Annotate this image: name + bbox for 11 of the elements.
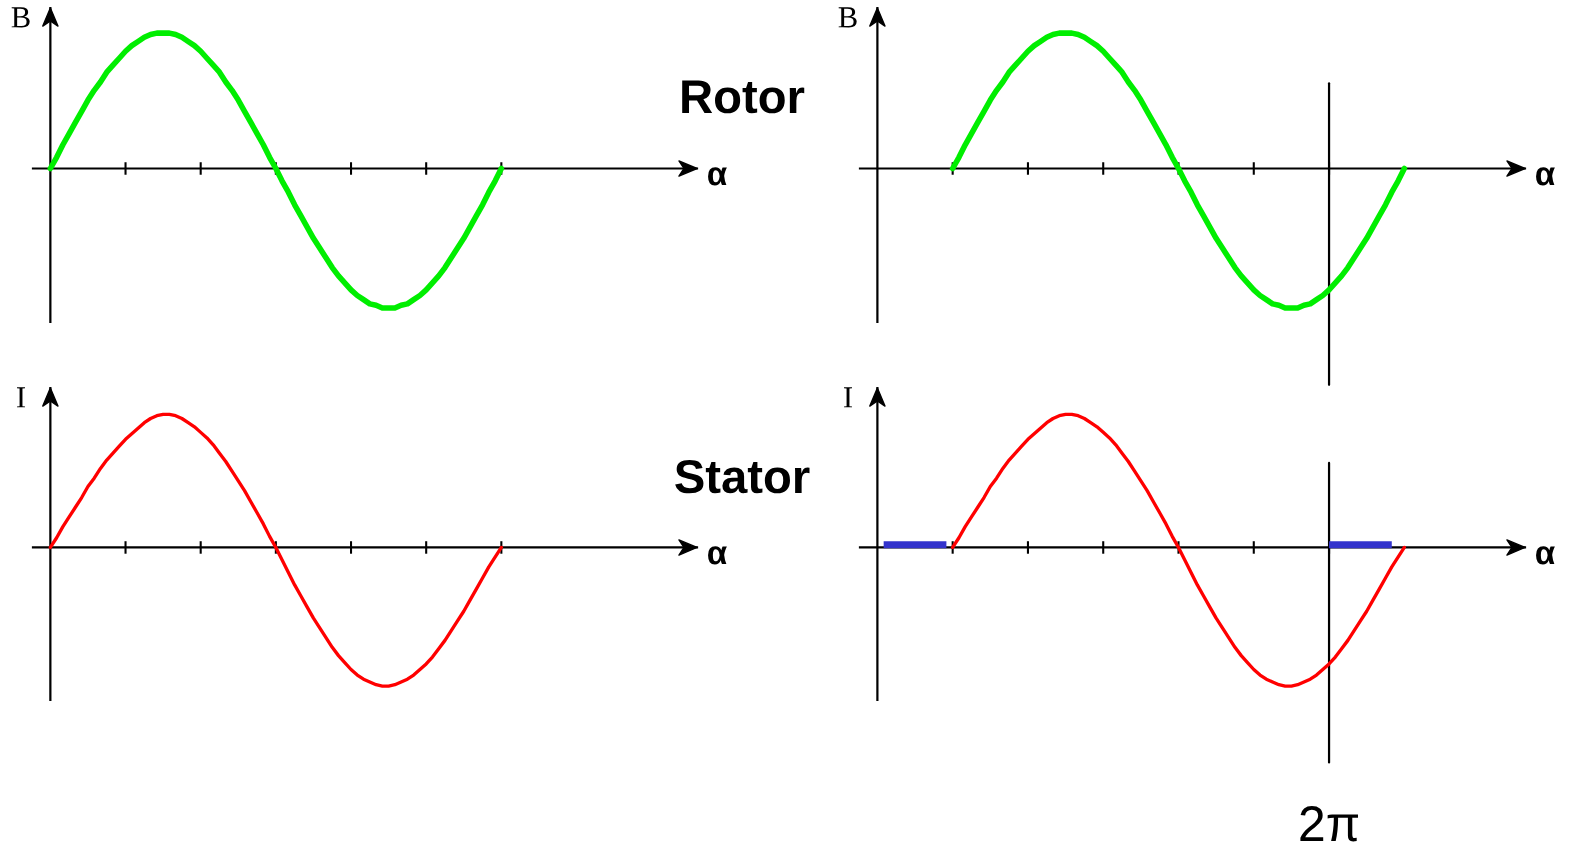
text: Stator: [675, 459, 810, 494]
y-axis-title: B: [838, 7, 857, 28]
x-axis-title: α: [708, 546, 727, 565]
y-axis-title: I: [17, 387, 26, 408]
text: 2π: [1300, 806, 1359, 842]
y-axis-title: I: [844, 387, 853, 408]
text: Rotor: [682, 80, 805, 114]
x-axis-title: α: [708, 167, 727, 186]
x-axis-title: α: [1536, 546, 1555, 565]
x-axis-title: α: [1536, 167, 1555, 186]
y-axis-title: B: [11, 7, 30, 28]
